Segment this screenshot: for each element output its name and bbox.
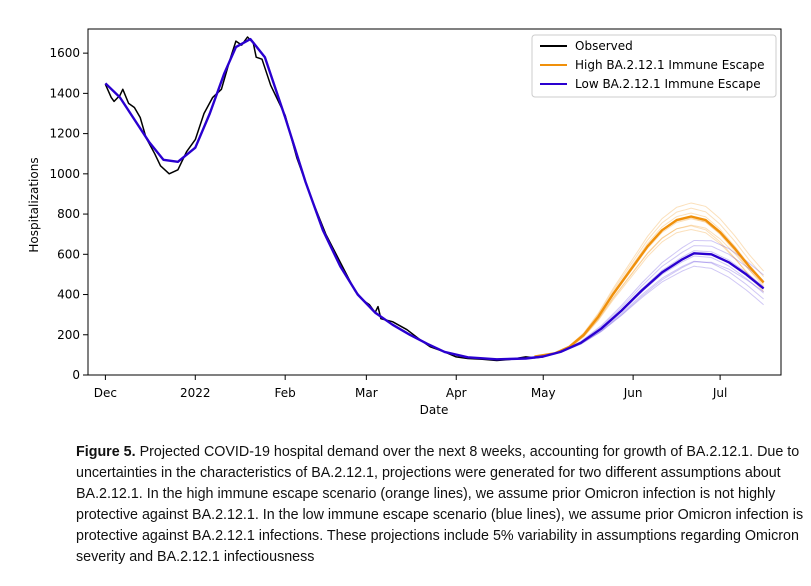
y-tick-label: 1200: [49, 127, 80, 141]
legend-box: [531, 34, 777, 98]
x-tick-label: Dec: [94, 386, 117, 400]
x-tick-label: Apr: [446, 386, 467, 400]
y-tick-label: 1600: [49, 46, 80, 60]
x-axis: Dec 2022 Feb Mar Apr May Jun Jul: [94, 375, 727, 400]
x-tick-label: Jul: [712, 386, 727, 400]
y-tick-label: 1400: [49, 86, 80, 100]
y-axis-label: Hospitalizations: [27, 157, 41, 252]
y-tick-label: 1000: [49, 167, 80, 181]
x-tick-label: May: [531, 386, 556, 400]
hospitalization-chart: 0 200 400 600 800 1000 1200 1400 1600 Dec 2022 Feb…: [27, 28, 782, 417]
series-line: [104, 36, 544, 362]
plot-frame: [87, 28, 782, 376]
projection-trajectory: [543, 212, 764, 356]
x-axis-label: Date: [420, 403, 449, 417]
legend-label: Observed: [575, 39, 633, 53]
y-axis: 0 200 400 600 800 1000 1200 1400 1600: [49, 46, 88, 382]
legend: Observed High BA.2.12.1 Immune Escape Low …: [531, 34, 777, 98]
projection-trajectory: [543, 265, 764, 357]
projection-trajectory: [543, 202, 764, 356]
y-tick-label: 400: [57, 288, 80, 302]
x-tick-label: Feb: [275, 386, 296, 400]
y-tick-label: 800: [57, 207, 80, 221]
projection-trajectory: [543, 228, 764, 356]
y-tick-label: 200: [57, 328, 80, 342]
legend-label: Low BA.2.12.1 Immune Escape: [575, 77, 761, 91]
x-tick-label: 2022: [180, 386, 211, 400]
y-tick-label: 0: [72, 368, 80, 382]
legend-label: High BA.2.12.1 Immune Escape: [575, 58, 765, 72]
projection-trajectory: [543, 240, 764, 357]
series-line: [104, 37, 765, 361]
series-line: [534, 215, 765, 358]
series-lines: [104, 36, 765, 362]
x-tick-label: Mar: [355, 386, 378, 400]
y-tick-label: 600: [57, 247, 80, 261]
figure-caption: Figure 5. Projected COVID-19 hospital de…: [76, 442, 806, 568]
x-tick-label: Jun: [623, 386, 643, 400]
figure-caption-text: Projected COVID-19 hospital demand over …: [76, 444, 804, 565]
figure-label: Figure 5.: [76, 444, 136, 460]
